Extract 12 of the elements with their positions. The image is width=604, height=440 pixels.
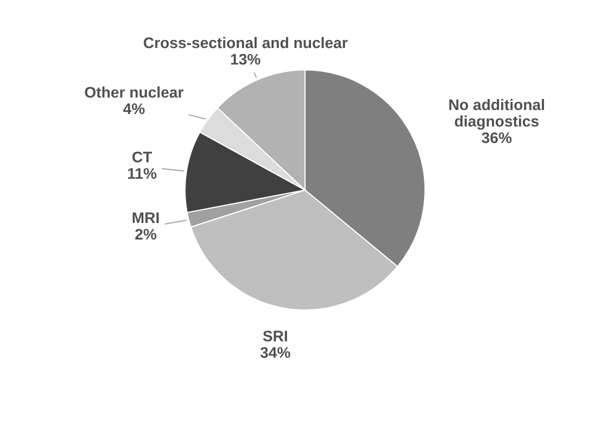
slice-label: MRI (132, 212, 159, 224)
slice-label: Other nuclear (84, 86, 184, 98)
data-label: 34% (260, 347, 290, 358)
data-label: 11% (128, 168, 156, 179)
slice-label: Cross-sectional and nuclear (144, 36, 348, 48)
slice-label: No additional diagnostics (449, 98, 544, 130)
data-label: 4% (123, 103, 145, 114)
slice-label: CT (132, 152, 152, 162)
data-label: 13% (231, 54, 260, 65)
slice-label: SRI (263, 330, 288, 342)
data-label: 2% (135, 228, 156, 240)
data-label: 36% (482, 132, 512, 144)
